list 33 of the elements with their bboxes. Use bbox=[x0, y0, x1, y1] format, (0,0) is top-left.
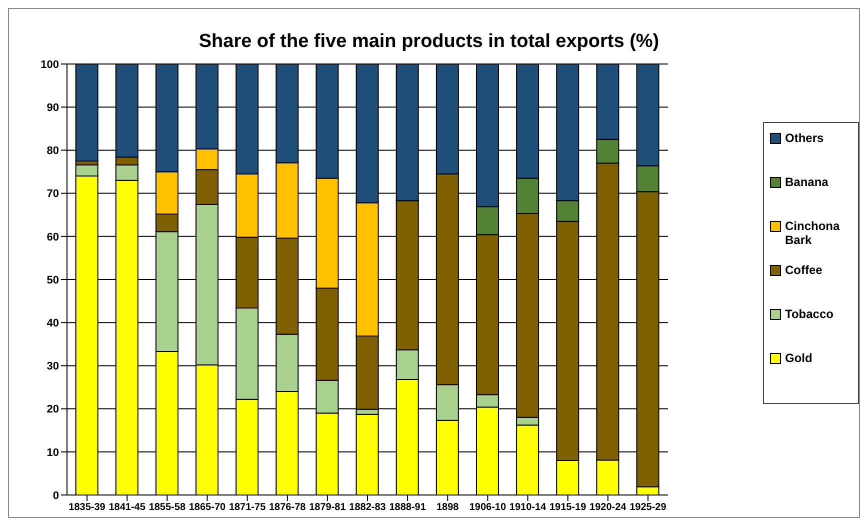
y-tick-label: 40 bbox=[46, 318, 59, 330]
x-tick-label: 1915-19 bbox=[549, 502, 587, 514]
y-tick-label: 10 bbox=[46, 446, 59, 459]
y-tick-label: 30 bbox=[46, 360, 59, 373]
y-tick-label: 50 bbox=[46, 274, 59, 286]
legend-label: Coffee bbox=[785, 263, 822, 277]
x-tick-label: 1910-14 bbox=[509, 502, 547, 514]
legend-label: Tobacco bbox=[785, 307, 834, 321]
x-tick-label: 1871-75 bbox=[228, 502, 266, 514]
chart-title: Share of the five main products in total exports (%) bbox=[198, 31, 660, 53]
y-tick-label: 100 bbox=[40, 58, 59, 71]
y-tick-label: 60 bbox=[46, 231, 59, 244]
x-tick-label: 1855-58 bbox=[148, 502, 186, 514]
x-tick-label: 1876-78 bbox=[269, 502, 306, 514]
x-tick-label: 1841-45 bbox=[108, 502, 146, 514]
y-tick-label: 70 bbox=[46, 188, 59, 200]
y-tick-label: 20 bbox=[46, 404, 59, 416]
x-tick-label: 1920-24 bbox=[590, 502, 627, 514]
x-tick-label: 1882-83 bbox=[349, 502, 386, 514]
x-tick-label: 1865-70 bbox=[188, 502, 226, 514]
y-tick-label: 80 bbox=[46, 145, 59, 158]
x-tick-label: 1888-91 bbox=[389, 502, 426, 514]
legend-label: Gold bbox=[785, 351, 812, 365]
x-tick-label: 1879-81 bbox=[309, 502, 346, 514]
legend-label: Cinchona Bark bbox=[785, 219, 841, 247]
x-tick-label: 1906-10 bbox=[469, 502, 506, 514]
legend-label: Others bbox=[785, 131, 824, 145]
legend-label: Banana bbox=[785, 175, 828, 189]
x-tick-label: 1925-29 bbox=[630, 502, 667, 514]
x-tick-label: 1898 bbox=[436, 502, 460, 514]
x-tick-label: 1835-39 bbox=[68, 502, 106, 514]
y-tick-label: 0 bbox=[52, 490, 59, 502]
y-tick-label: 90 bbox=[46, 102, 59, 114]
